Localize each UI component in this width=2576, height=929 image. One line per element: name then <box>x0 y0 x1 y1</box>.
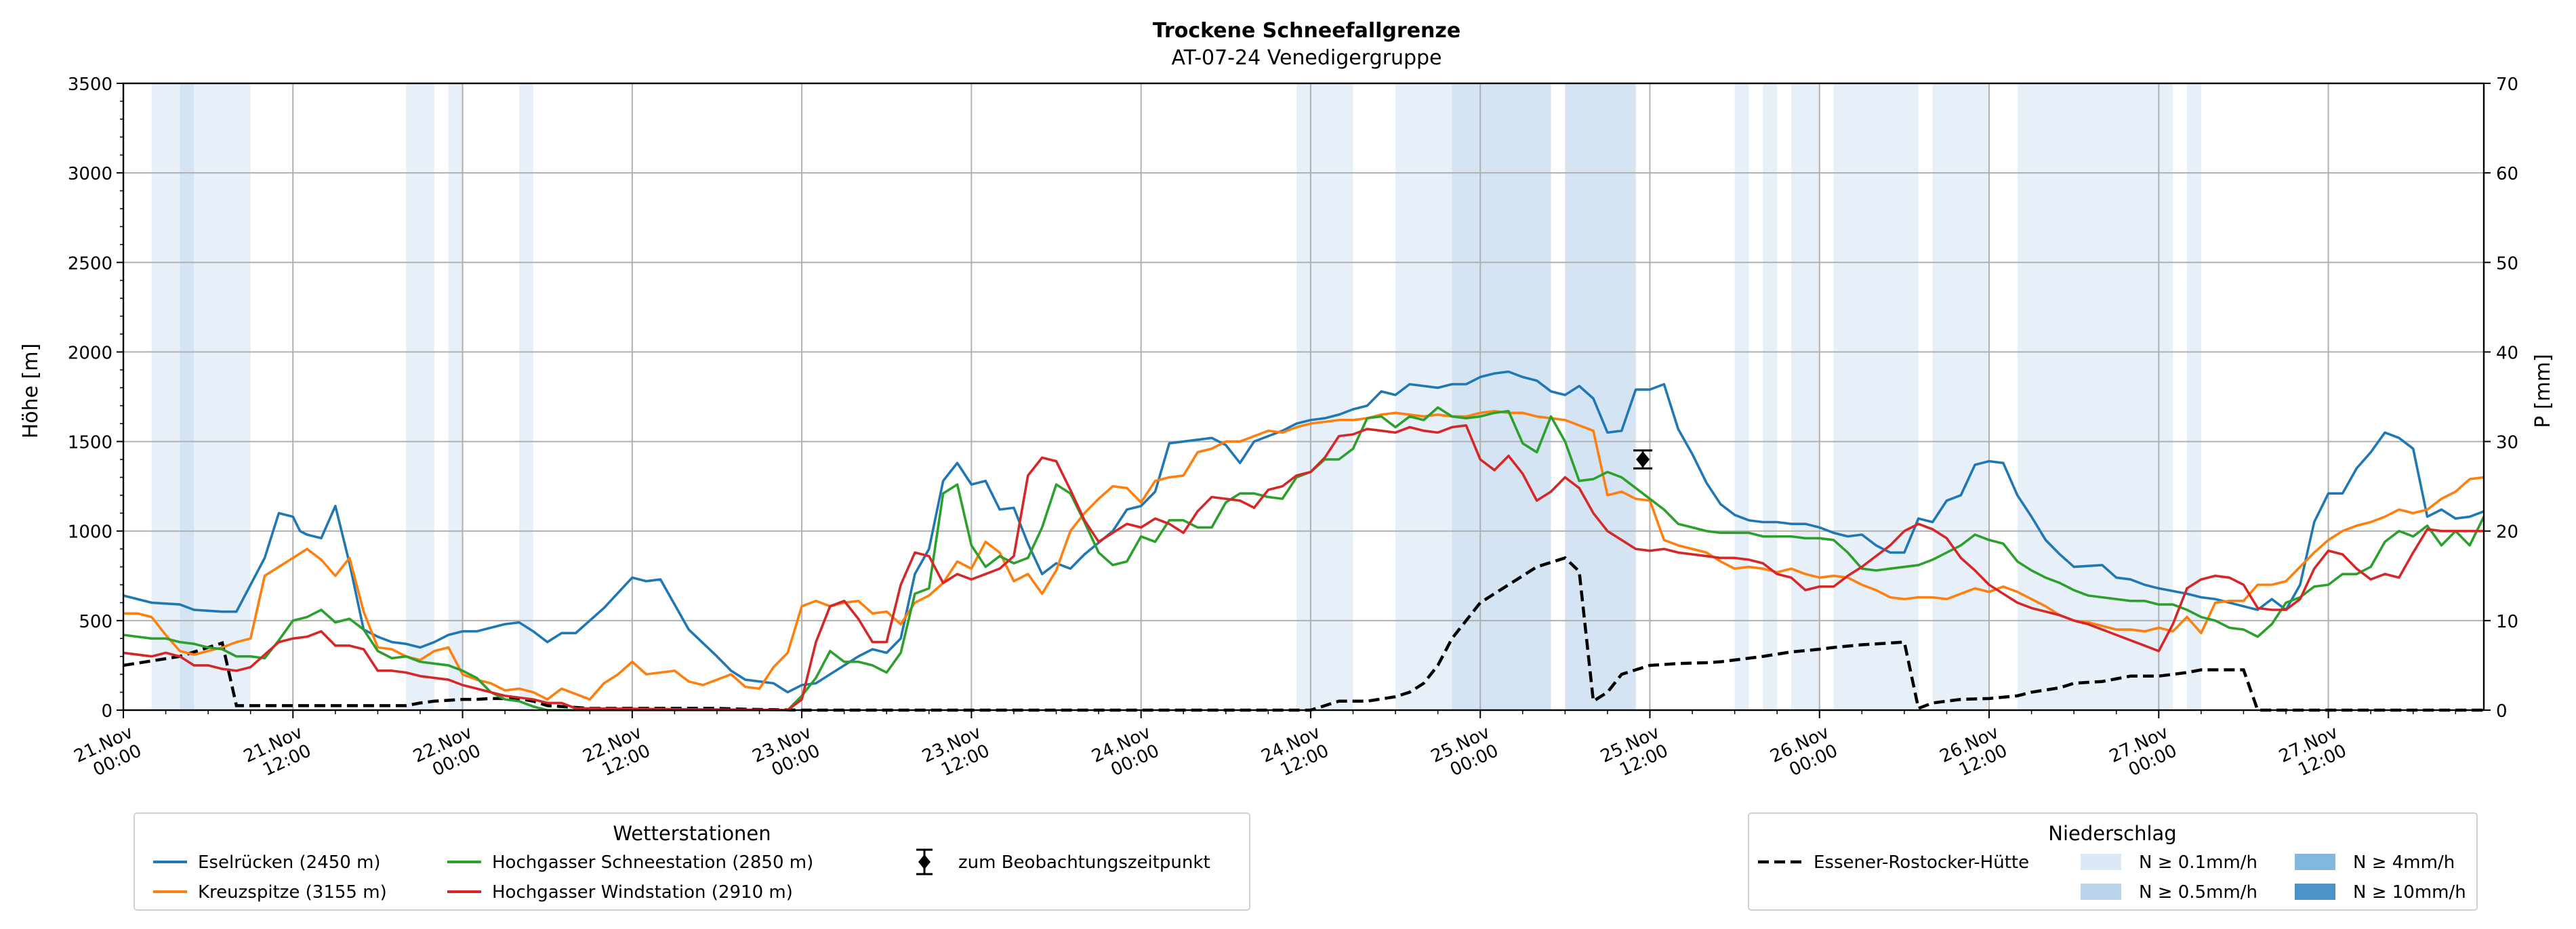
precip-band <box>1565 83 1636 710</box>
legend-label-4: Hochgasser Windstation (2910 m) <box>492 882 793 903</box>
legend-intensity-label-1: N ≥ 0.1mm/h <box>2139 852 2257 873</box>
series-line-4 <box>123 424 2484 711</box>
legend-intensity-label-2: N ≥ 0.5mm/h <box>2139 882 2257 903</box>
y-tick-label: 500 <box>79 612 113 632</box>
y-tick-label: 2500 <box>68 253 113 274</box>
legend-intensity-swatch-3 <box>2295 854 2335 870</box>
y-tick-label: 1000 <box>68 522 113 543</box>
axes <box>122 82 2485 711</box>
precipitation-series <box>123 556 2484 712</box>
precip-band <box>406 83 434 710</box>
y2-tick-label: 50 <box>2496 253 2518 274</box>
obs-point <box>1636 451 1650 468</box>
legend-stations-title: Wetterstationen <box>613 822 771 845</box>
legend-intensity-label-4: N ≥ 10mm/h <box>2353 882 2466 903</box>
y2-tick-label: 60 <box>2496 164 2518 184</box>
precip-band <box>1932 83 1990 710</box>
precip-band <box>448 83 463 710</box>
chart-title: Trockene Schneefallgrenze <box>1153 19 1460 43</box>
precip-band <box>1734 83 1749 710</box>
legend-label-1: Eselrücken (2450 m) <box>198 852 381 873</box>
legend-precipitation-title: Niederschlag <box>2048 822 2176 845</box>
legend-obs-point <box>918 854 931 869</box>
precip-band <box>1791 83 1820 710</box>
y2-tick-label: 0 <box>2496 701 2508 722</box>
series-line-3 <box>123 406 2485 711</box>
legend-precipitation: Niederschlag Essener-Rostocker-Hütte N ≥ … <box>1748 812 2478 911</box>
y2-tick-label: 40 <box>2496 343 2518 363</box>
y2-tick-label: 30 <box>2496 433 2518 453</box>
legend-label-3: Hochgasser Schneestation (2850 m) <box>492 852 813 873</box>
y2-tick-label: 10 <box>2496 612 2518 632</box>
y-tick-label: 3500 <box>68 75 113 95</box>
y2-axis-label: P [mm] <box>2531 354 2555 428</box>
legend-label-2: Kreuzspitze (3155 m) <box>198 882 387 903</box>
chart-subtitle: AT-07-24 Venedigergruppe <box>1171 46 1442 70</box>
series-line-1 <box>123 370 2485 694</box>
precip-band <box>151 83 180 710</box>
y-tick-label: 3000 <box>68 164 113 184</box>
y-axis-label: Höhe [m] <box>19 344 43 439</box>
snowline-series <box>123 370 2485 711</box>
y2-tick-label: 20 <box>2496 522 2518 543</box>
precip-band <box>1763 83 1778 710</box>
precip-band <box>1395 83 1452 710</box>
legend-intensity-swatch-2 <box>2081 884 2121 900</box>
y2-tick-label: 70 <box>2496 75 2518 95</box>
precip-band <box>1296 83 1353 710</box>
precip-band <box>1833 83 1919 710</box>
precip-band <box>518 83 533 710</box>
precip-band <box>1452 83 1551 710</box>
y-tick-label: 2000 <box>68 343 113 363</box>
legend-intensity-label-3: N ≥ 4mm/h <box>2353 852 2455 873</box>
y-tick-label: 1500 <box>68 433 113 453</box>
legend-intensity-swatch-1 <box>2081 854 2121 870</box>
precip-band <box>194 83 251 710</box>
precip-band <box>2187 83 2201 710</box>
plot-frame <box>122 82 2485 711</box>
legend-intensity-swatch-4 <box>2295 884 2335 900</box>
y-tick-label: 0 <box>101 701 113 722</box>
legend-obs-label: zum Beobachtungszeitpunkt <box>958 852 1210 873</box>
series-line-2 <box>123 409 2485 701</box>
precipitation-bands <box>151 83 2201 710</box>
precip-band <box>180 83 195 710</box>
legend-stations: Wetterstationen Eselrücken (2450 m) Kreuz… <box>134 812 1250 911</box>
precip-band <box>2017 83 2173 710</box>
observation-marker <box>1633 449 1653 470</box>
precipitation-line <box>123 556 2484 712</box>
legend-precip-label: Essener-Rostocker-Hütte <box>1814 852 2029 873</box>
